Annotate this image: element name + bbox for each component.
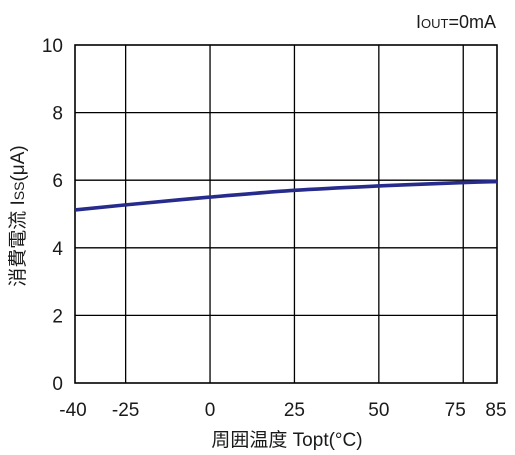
condition-annotation-main: I [416,12,421,32]
condition-annotation: IOUT=0mA [416,12,496,32]
x-tick-labels: -40 -25 0 25 50 75 85 [59,400,506,421]
y-axis-label-sub: SS [11,182,27,201]
y-axis-label-suffix: (μA) [8,145,29,181]
y-tick-label: 8 [52,104,63,125]
x-tick-label: -40 [59,400,86,421]
y-tick-label: 10 [42,36,63,57]
y-tick-label: 0 [52,374,63,395]
y-tick-label: 6 [52,171,63,192]
x-axis-label: 周囲温度 Topt(°C) [211,429,362,451]
condition-annotation-rest: =0mA [448,12,496,32]
x-tick-label: -25 [112,400,139,421]
y-axis-label-prefix: 消費電流 I [7,200,29,287]
y-axis-label: 消費電流 ISS(μA) [7,145,29,287]
plot-frame [74,44,498,384]
series-layer [74,179,498,212]
series-line [74,179,498,212]
x-tick-label: 50 [368,400,389,421]
x-tick-label: 25 [284,400,305,421]
x-tick-label: 75 [445,400,466,421]
condition-annotation-sub: OUT [421,16,449,31]
grid [75,45,497,383]
x-tick-label: 0 [205,400,216,421]
y-tick-labels: 0 2 4 6 8 10 [42,36,64,395]
y-tick-label: 4 [52,239,63,260]
y-tick-label: 2 [52,306,63,327]
x-tick-label: 85 [485,400,506,421]
